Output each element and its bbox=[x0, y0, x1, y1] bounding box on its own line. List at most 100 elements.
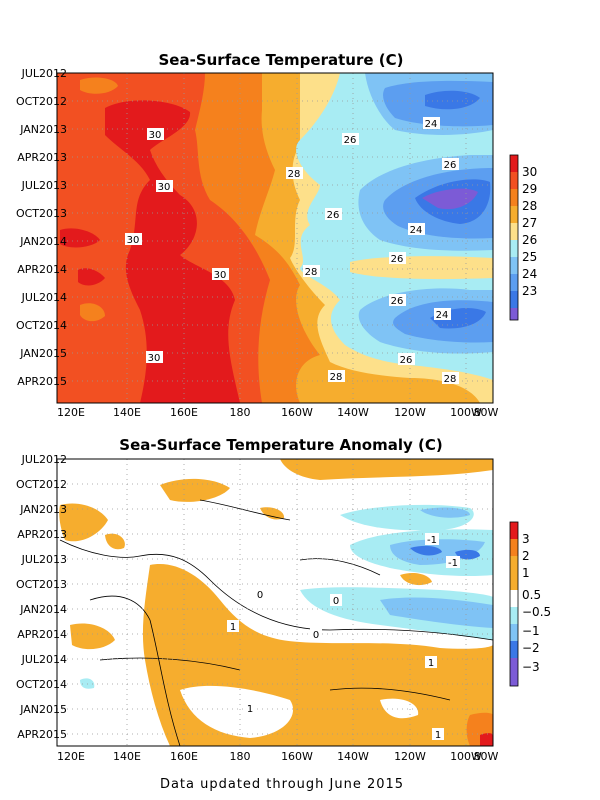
bottom-contour-label: 0 bbox=[313, 630, 319, 641]
top-gridlines bbox=[57, 73, 493, 403]
bottom-y-tick-label: JUL2014 bbox=[21, 653, 67, 666]
bottom-y-tick-label: JUL2012 bbox=[21, 453, 67, 466]
bottom-contour-labels: 1 1 1 1 0 0 0 -1 -1 1 bbox=[227, 533, 460, 741]
bottom-colorbar-swatch bbox=[510, 607, 518, 624]
bottom-contour-lines bbox=[59, 499, 494, 747]
bottom-y-tick-label: OCT2013 bbox=[16, 578, 67, 591]
bottom-colorbar-label: 3 bbox=[522, 532, 530, 546]
top-x-tick-label: 120E bbox=[57, 406, 85, 419]
top-colorbar-swatch bbox=[510, 189, 518, 206]
bottom-contour-label: -1 bbox=[448, 558, 458, 569]
top-contour-label: 26 bbox=[327, 210, 340, 221]
top-contour-label: 28 bbox=[444, 374, 457, 385]
bottom-y-axis: JUL2012 OCT2012 JAN2013 APR2013 JUL2013 … bbox=[16, 453, 67, 741]
top-y-tick-label: JUL2013 bbox=[21, 179, 67, 192]
top-x-tick-label: 140W bbox=[337, 406, 369, 419]
top-x-tick-label: 80W bbox=[474, 406, 499, 419]
bottom-colorbar-label: 0.5 bbox=[522, 588, 541, 602]
top-contour-label: 24 bbox=[425, 119, 438, 130]
bottom-contour-label: -1 bbox=[427, 535, 437, 546]
top-y-tick-label: JUL2012 bbox=[21, 67, 67, 80]
top-contour-label: 24 bbox=[436, 310, 449, 321]
bottom-y-tick-label: APR2015 bbox=[17, 728, 67, 741]
bottom-contour-label: 1 bbox=[247, 704, 253, 715]
bottom-y-tick-label: APR2014 bbox=[17, 628, 67, 641]
bottom-colorbar-swatch bbox=[510, 590, 518, 607]
bottom-y-tick-label: JUL2013 bbox=[21, 553, 67, 566]
bottom-colorbar-swatch bbox=[510, 641, 518, 658]
top-colorbar-label: 30 bbox=[522, 165, 537, 179]
top-colorbar: 30 29 28 27 26 25 24 23 bbox=[509, 154, 537, 321]
top-colorbar-swatch bbox=[510, 172, 518, 189]
bottom-y-tick-label: JAN2014 bbox=[19, 603, 67, 616]
top-colorbar-label: 25 bbox=[522, 250, 537, 264]
bottom-y-tick-label: OCT2012 bbox=[16, 478, 67, 491]
top-contour-label: 28 bbox=[305, 267, 318, 278]
bottom-contour-label: 1 bbox=[230, 622, 236, 633]
bottom-chart-title: Sea-Surface Temperature Anomaly (C) bbox=[119, 436, 442, 454]
top-chart-title: Sea-Surface Temperature (C) bbox=[159, 51, 404, 69]
top-x-tick-label: 160E bbox=[170, 406, 198, 419]
bottom-plot-frame bbox=[56, 458, 494, 747]
top-contour-label: 26 bbox=[391, 296, 404, 307]
top-colorbar-swatch bbox=[510, 155, 518, 172]
top-colorbar-swatch bbox=[510, 240, 518, 257]
top-contour-label: 30 bbox=[148, 353, 161, 364]
top-y-tick-label: APR2013 bbox=[17, 151, 67, 164]
bottom-colorbar-swatch bbox=[510, 539, 518, 556]
bottom-colorbar-label: −1 bbox=[522, 624, 540, 638]
bottom-colorbar-swatch bbox=[510, 658, 518, 686]
top-colorbar-swatch bbox=[510, 257, 518, 274]
bottom-x-tick-label: 140W bbox=[337, 750, 369, 763]
top-colorbar-swatch bbox=[510, 223, 518, 240]
bottom-contour-label: 0 bbox=[333, 596, 339, 607]
bottom-x-tick-label: 120E bbox=[57, 750, 85, 763]
top-y-tick-label: OCT2014 bbox=[16, 319, 67, 332]
footer-note: Data updated through June 2015 bbox=[160, 777, 404, 792]
bottom-colorbar-label: 1 bbox=[522, 566, 530, 580]
top-colorbar-swatch bbox=[510, 206, 518, 223]
bottom-colorbar: 3 2 1 0.5 −0.5 −1 −2 −3 bbox=[509, 521, 551, 687]
top-contour-label: 26 bbox=[391, 254, 404, 265]
top-x-axis: 120E 140E 160E 180 160W 140W 120W 100W 8… bbox=[57, 406, 499, 419]
top-contour-label: 28 bbox=[288, 169, 301, 180]
top-contour-label: 26 bbox=[444, 160, 457, 171]
bottom-heatmap-field bbox=[57, 459, 493, 746]
top-y-tick-label: APR2014 bbox=[17, 263, 67, 276]
bottom-colorbar-label: 2 bbox=[522, 549, 530, 563]
bottom-x-tick-label: 180 bbox=[230, 750, 251, 763]
top-y-tick-label: JAN2014 bbox=[19, 235, 67, 248]
top-contour-label: 30 bbox=[214, 270, 227, 281]
bottom-colorbar-swatch bbox=[510, 624, 518, 641]
bottom-x-tick-label: 160W bbox=[281, 750, 313, 763]
bottom-colorbar-swatch bbox=[510, 573, 518, 590]
bottom-colorbar-label: −3 bbox=[522, 660, 540, 674]
top-colorbar-label: 24 bbox=[522, 267, 537, 281]
top-x-tick-label: 180 bbox=[230, 406, 251, 419]
bottom-colorbar-swatch bbox=[510, 556, 518, 573]
top-heatmap-field bbox=[57, 73, 493, 403]
bottom-x-axis: 120E 140E 160E 180 160W 140W 120W 100W 8… bbox=[57, 750, 499, 763]
top-contour-label: 30 bbox=[127, 235, 140, 246]
bottom-y-tick-label: OCT2014 bbox=[16, 678, 67, 691]
top-contour-label: 26 bbox=[400, 355, 413, 366]
top-y-axis: JUL2012 OCT2012 JAN2013 APR2013 JUL2013 … bbox=[16, 67, 67, 388]
top-contour-label: 28 bbox=[330, 372, 343, 383]
bottom-contour-label: 1 bbox=[428, 658, 434, 669]
top-contour-label: 30 bbox=[158, 182, 171, 193]
top-colorbar-label: 28 bbox=[522, 199, 537, 213]
top-x-tick-label: 140E bbox=[113, 406, 141, 419]
top-y-tick-label: JUL2014 bbox=[21, 291, 67, 304]
top-plot-frame bbox=[56, 72, 494, 404]
bottom-x-tick-label: 100W bbox=[450, 750, 482, 763]
top-colorbar-label: 26 bbox=[522, 233, 537, 247]
top-y-tick-label: JAN2013 bbox=[19, 123, 67, 136]
top-y-tick-label: OCT2013 bbox=[16, 207, 67, 220]
top-colorbar-swatch bbox=[510, 291, 518, 308]
top-x-tick-label: 120W bbox=[394, 406, 426, 419]
bottom-contour-label: 1 bbox=[435, 730, 441, 741]
top-contour-labels: 30 30 30 30 30 30 28 28 28 28 26 26 26 2… bbox=[125, 117, 459, 385]
bottom-y-tick-label: APR2013 bbox=[17, 528, 67, 541]
bottom-x-tick-label: 140E bbox=[113, 750, 141, 763]
